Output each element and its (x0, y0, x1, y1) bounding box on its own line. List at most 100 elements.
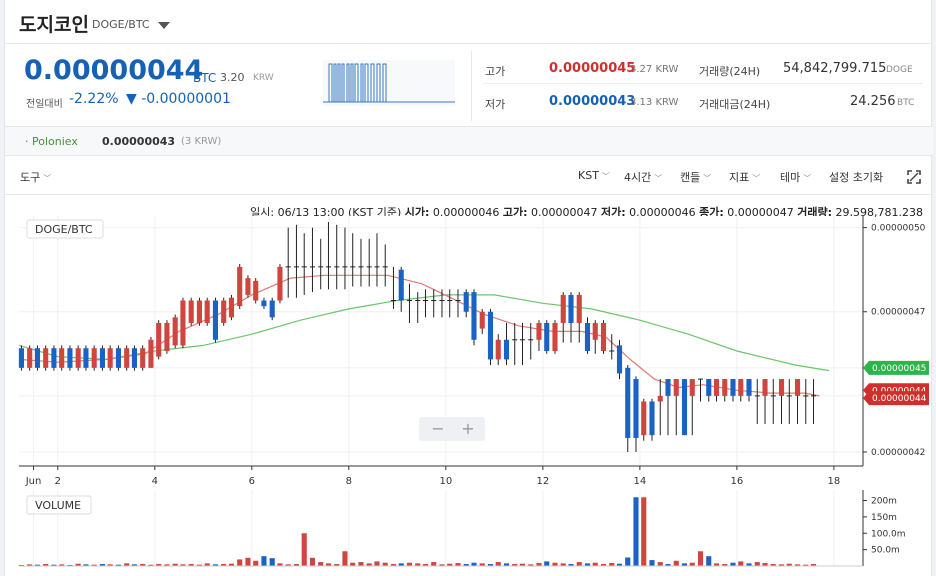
timezone-menu[interactable]: KST ﹀ (578, 169, 610, 182)
candle-body (196, 300, 202, 323)
price-badge: 0.00000044 (863, 391, 929, 406)
volume-bar (528, 564, 534, 566)
grid-layer (19, 216, 863, 566)
indicator-menu[interactable]: 지표 ﹀ (729, 169, 760, 185)
candle-body (665, 379, 671, 396)
amount-24h-label: 거래대금(24H) (699, 98, 771, 111)
info-open-value: 0.00000046 (432, 206, 500, 219)
candle-body (91, 348, 97, 368)
volume-bar (415, 563, 421, 566)
info-high-value: 0.00000047 (531, 206, 598, 219)
candle-body (34, 348, 40, 368)
volume-bar (463, 564, 469, 566)
candle-body (245, 278, 251, 295)
candle-body (59, 348, 65, 368)
info-low-label: 저가: (601, 206, 626, 219)
candle-body (633, 379, 639, 438)
volume-bar (107, 564, 113, 566)
volume-bar (277, 563, 283, 566)
title-bar: 도지코인 DOGE/BTC (5, 0, 933, 44)
volume-bar (641, 497, 647, 566)
candle-body (722, 379, 728, 396)
interval-menu[interactable]: 4시간 ﹀ (624, 169, 662, 185)
candle-body (649, 401, 655, 436)
volume-bar (318, 562, 324, 566)
candle-body (471, 292, 477, 340)
volume-bar (657, 562, 663, 566)
high-krw: 3.27 KRW (630, 64, 679, 75)
candle-menu[interactable]: 캔들 ﹀ (680, 169, 711, 185)
price-badge-label: 0.00000045 (872, 364, 926, 374)
info-time-label: 일시: (250, 206, 275, 219)
tools-label: 도구 (20, 171, 41, 184)
price-chart-svg[interactable]: 0.00000050 0.00000047 0.00000045 0.00000042… (5, 196, 933, 576)
volume-bar (172, 563, 178, 566)
high-value: 0.00000045 (549, 61, 636, 76)
exchange-name[interactable]: · Poloniex (25, 135, 78, 148)
volume-bar (212, 564, 219, 566)
change-percent: -2.22% (69, 91, 119, 107)
exchange-row[interactable]: · Poloniex 0.00000043 (3 KRW) (5, 126, 933, 156)
exchange-price: 0.00000043 (102, 135, 176, 148)
volume-bar (519, 563, 526, 566)
volume-bar (786, 563, 792, 566)
info-low-value: 0.00000046 (629, 206, 696, 219)
volume-bar (390, 564, 397, 566)
candle-body (156, 322, 162, 357)
volume-bar (584, 563, 591, 566)
chart-area[interactable]: 일시: 06/13 13:00 (KST 기준) 시가: 0.00000046 … (5, 196, 933, 576)
chevron-down-icon: ﹀ (703, 174, 712, 183)
time-tick-label: 12 (536, 476, 549, 487)
candle-body (253, 280, 259, 301)
volume-bar (810, 564, 817, 566)
candle-body (140, 348, 146, 368)
zoom-in-button[interactable]: + (461, 419, 475, 438)
volume-bar (762, 563, 768, 566)
theme-menu[interactable]: 테마 ﹀ (780, 169, 811, 185)
volume-bar (228, 563, 235, 566)
legend-layer: DOGE/BTC VOLUME (26, 219, 104, 515)
volume-bar (625, 557, 631, 566)
volume-bar (124, 563, 130, 566)
candle-body (83, 348, 89, 368)
chevron-down-icon: ﹀ (803, 174, 812, 183)
change-value: ▼ -0.00000001 (126, 91, 231, 107)
volume-bar (455, 563, 461, 566)
price-tick-label: 0.00000042 (871, 448, 925, 458)
pair-dropdown-caret-icon[interactable] (158, 22, 170, 29)
volume-bar (722, 564, 728, 566)
volume-bar (245, 557, 251, 566)
volume-bar (544, 561, 550, 566)
fullscreen-icon[interactable] (907, 169, 921, 184)
price-summary: 0.00000044 BTC 3.20 KRW 전일대비 -2.22% ▼ -0… (5, 45, 933, 125)
volume-bar (350, 562, 356, 566)
candle-body (657, 395, 663, 402)
candle-body (180, 300, 186, 346)
chevron-down-icon: ﹀ (601, 172, 610, 181)
tools-menu[interactable]: 도구 ﹀ (20, 169, 51, 185)
info-volume-label: 거래량: (797, 206, 833, 219)
candle-body (503, 339, 510, 360)
candle-body (188, 300, 194, 323)
candle-body (51, 348, 57, 368)
candle-body (67, 348, 73, 368)
zoom-out-button[interactable]: − (431, 419, 445, 438)
candle-body (277, 266, 283, 301)
volume-bar (204, 563, 210, 566)
volume-bar (746, 563, 752, 566)
volume-bar (115, 564, 121, 566)
volume-bar (431, 562, 437, 566)
candle-body (204, 300, 210, 323)
candle-body (600, 322, 607, 352)
volume-bar (439, 564, 445, 566)
chevron-down-icon: ﹀ (43, 174, 52, 183)
volume-bar (148, 564, 154, 566)
volume-bar (43, 564, 49, 566)
candle-body (27, 348, 33, 368)
reset-settings-button[interactable]: 설정 초기화 (829, 171, 884, 184)
volume-bar (503, 563, 510, 566)
axis-layer: 0.00000050 0.00000047 0.00000045 0.00000042… (19, 216, 929, 567)
candle-body (746, 379, 752, 396)
sparkline-line (328, 63, 387, 103)
candle-body (495, 339, 501, 360)
